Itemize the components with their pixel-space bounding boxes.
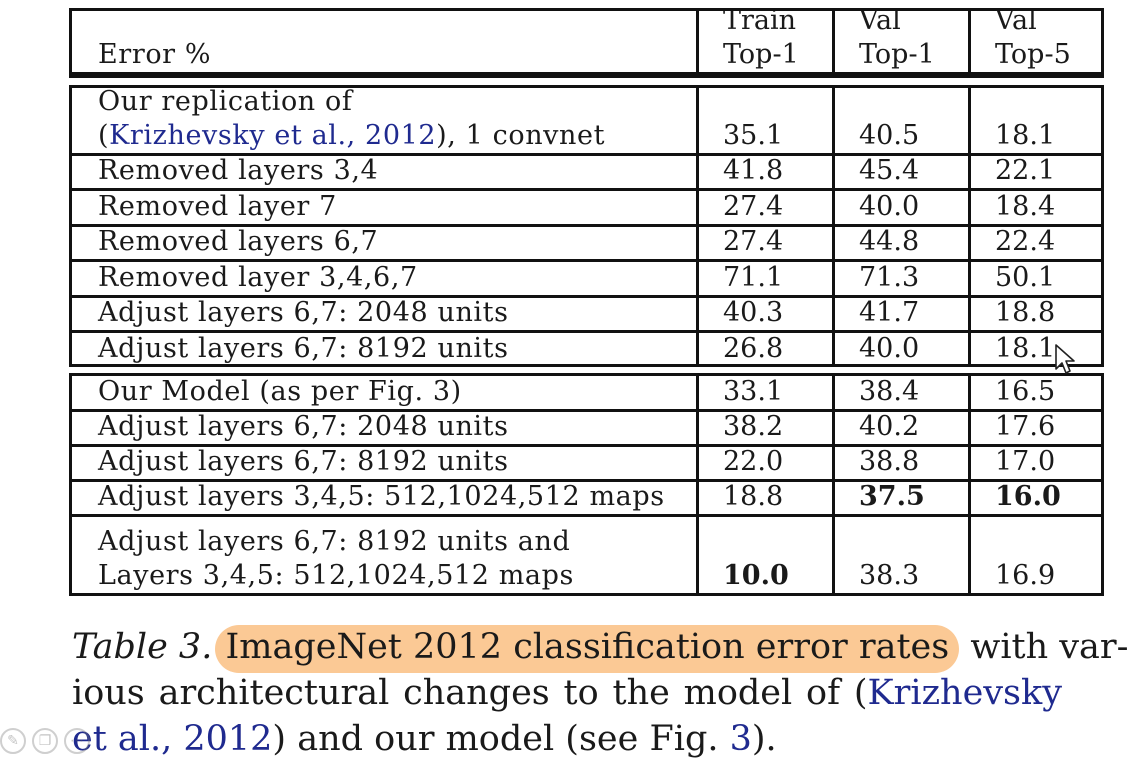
header-error-percent: Error % [72, 11, 699, 75]
cell-val-top5: 18.4 [971, 191, 1101, 227]
floating-toolbar: ✎ ❐ ⋯ [0, 728, 90, 754]
row-label: Adjust layers 6,7: 2048 units [72, 412, 699, 447]
cell-val-top5: 16.0 [971, 482, 1101, 517]
cell-val-top5: 22.1 [971, 156, 1101, 191]
caption-highlight[interactable]: ImageNet 2012 classification error rates [215, 625, 960, 673]
pen-icon[interactable]: ✎ [0, 728, 26, 754]
caption-line-1: Table 3. ImageNet 2012 classification er… [72, 624, 1128, 673]
mouse-cursor-icon [1055, 344, 1075, 374]
figure-ref-link[interactable]: 3 [729, 719, 752, 759]
cell-train-top1: 18.8 [699, 482, 835, 517]
more-icon[interactable]: ⋯ [64, 728, 90, 754]
cell-val-top1: 40.0 [835, 333, 971, 366]
cell-val-top5: 16.5 [971, 376, 1101, 412]
caption-table-label: Table 3. [72, 627, 213, 667]
cell-train-top1: 71.1 [699, 262, 835, 298]
table-caption: Table 3. ImageNet 2012 classification er… [72, 624, 1128, 762]
cell-val-top5: 17.6 [971, 412, 1101, 447]
header-val-top1: Val Top-1 [835, 11, 971, 75]
row-label: Adjust layers 6,7: 8192 units and Layers … [72, 517, 699, 593]
cell-val-top1: 71.3 [835, 262, 971, 298]
row-label: Removed layers 6,7 [72, 227, 699, 262]
citation-link-cont[interactable]: et al., 2012 [72, 719, 273, 759]
table-header: Error % Train Top-1 Val Top-1 Val Top-5 [69, 8, 1104, 78]
cell-val-top1: 40.2 [835, 412, 971, 447]
cell-val-top1: 38.4 [835, 376, 971, 412]
cell-val-top1: 38.3 [835, 517, 971, 593]
cell-val-top1: 37.5 [835, 482, 971, 517]
cell-val-top5: 16.9 [995, 560, 1056, 591]
row-label: Adjust layers 3,4,5: 512,1024,512 maps [72, 482, 699, 517]
row-label: Our replication of (Krizhevsky et al., 20… [72, 88, 699, 156]
row-label: Removed layer 7 [72, 191, 699, 227]
table-block-our-model: Our Model (as per Fig. 3) 33.1 38.4 16.5 Adj… [69, 373, 1104, 596]
citation-link[interactable]: Krizhevsky [867, 673, 1062, 713]
cell-val-top5: 50.1 [971, 262, 1101, 298]
header-train-top1: Train Top-1 [699, 11, 835, 75]
cell-train-top1: 27.4 [699, 227, 835, 262]
row-label: Adjust layers 6,7: 8192 units [72, 447, 699, 482]
cell-train-top1: 22.0 [699, 447, 835, 482]
row-label: Adjust layers 6,7: 2048 units [72, 298, 699, 333]
cell-train-top1: 40.3 [699, 298, 835, 333]
cell-val-top1: 40.0 [835, 191, 971, 227]
cell-train-top1: 41.8 [699, 156, 835, 191]
row-label: Removed layers 3,4 [72, 156, 699, 191]
cell-val-top1: 40.5 [835, 88, 971, 156]
caption-line-3: et al., 2012) and our model (see Fig. 3)… [72, 719, 777, 759]
cell-train-top1: 26.8 [699, 333, 835, 366]
cell-train-top1: 35.1 [699, 88, 835, 156]
row-label: Adjust layers 6,7: 8192 units [72, 333, 699, 366]
caption-line-2: ious architectural changes to the model … [72, 673, 1062, 713]
cell-val-top1: 44.8 [835, 227, 971, 262]
table-block-replication: Our replication of (Krizhevsky et al., 20… [69, 85, 1104, 367]
cell-val-top5: 22.4 [971, 227, 1101, 262]
cell-val-top5: 18.1 [971, 88, 1101, 156]
cell-val-top1: 45.4 [835, 156, 971, 191]
cell-train-top1: 38.2 [699, 412, 835, 447]
row-label: Removed layer 3,4,6,7 [72, 262, 699, 298]
header-val-top5: Val Top-5 [971, 11, 1101, 75]
row-label: Our Model (as per Fig. 3) [72, 376, 699, 412]
cell-val-top5: 17.0 [971, 447, 1101, 482]
cell-train-top1: 33.1 [699, 376, 835, 412]
copy-icon[interactable]: ❐ [32, 728, 58, 754]
cell-val-top1: 41.7 [835, 298, 971, 333]
cell-val-top5: 18.8 [971, 298, 1101, 333]
cell-train-top1: 10.0 [699, 517, 835, 593]
row-citation-link[interactable]: Krizhevsky et al., 2012 [109, 120, 437, 151]
cell-train-top1: 27.4 [699, 191, 835, 227]
cell-val-top1: 38.8 [835, 447, 971, 482]
cell-val-top5: 18.1 [995, 333, 1056, 364]
